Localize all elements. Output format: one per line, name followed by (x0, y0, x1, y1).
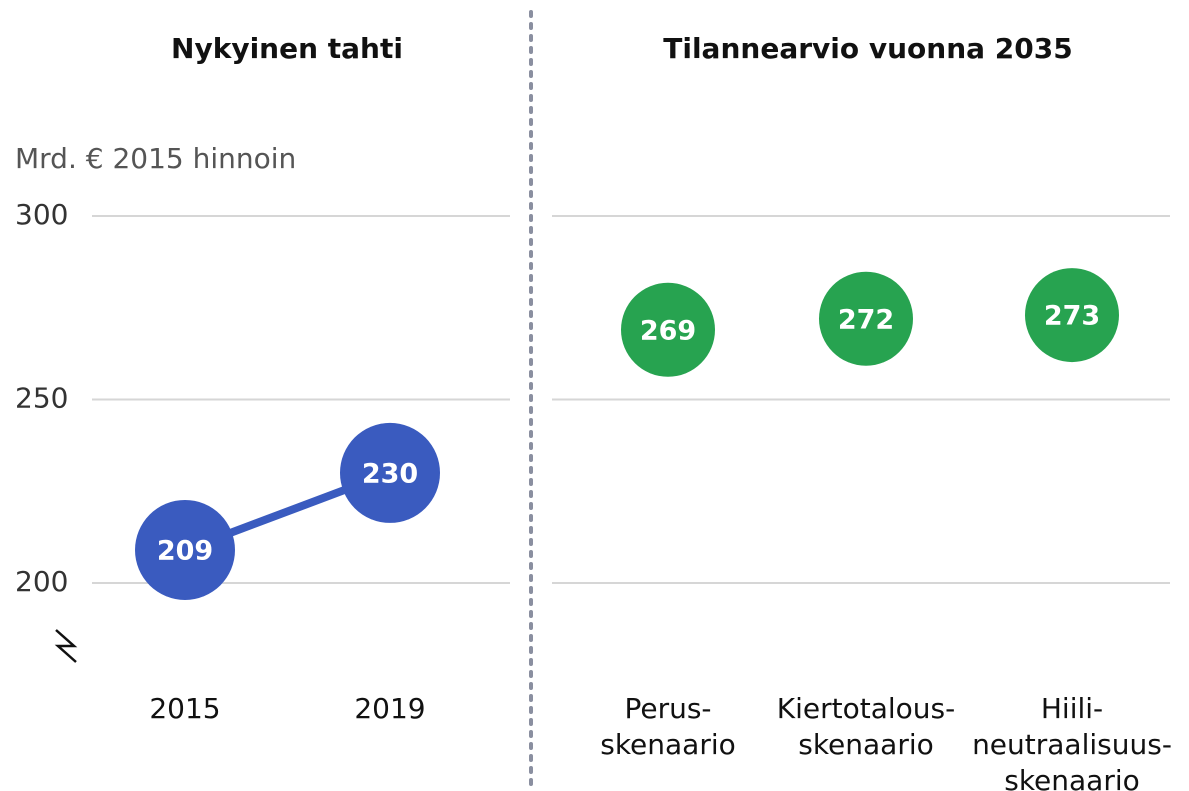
dot (135, 499, 235, 600)
x-tick-label: skenaario (1004, 764, 1140, 791)
x-tick-label: skenaario (798, 728, 934, 761)
x-tick-label: 2019 (354, 692, 425, 725)
x-tick-label: Perus- (624, 692, 711, 725)
panel-title: Nykyinen tahti (171, 32, 403, 65)
dot (340, 422, 440, 523)
x-tick-label: 2015 (149, 692, 220, 725)
value-label: 269 (640, 315, 696, 346)
y-tick-label: 200 (15, 565, 68, 598)
x-tick-label: Kiertotalous- (777, 692, 955, 725)
axis-break (54, 629, 78, 663)
dot (621, 282, 715, 377)
x-tick-label: Hiili- (1041, 692, 1103, 725)
panel-title: Tilannearvio vuonna 2035 (663, 32, 1072, 65)
value-label: 272 (838, 304, 894, 335)
y-axis-label: Mrd. € 2015 hinnoin (15, 142, 296, 175)
value-label: 230 (362, 458, 418, 489)
value-label: 209 (157, 535, 213, 566)
y-tick-label: 250 (15, 382, 68, 415)
x-tick-label: skenaario (600, 728, 736, 761)
value-label: 273 (1044, 301, 1100, 332)
dot (1025, 268, 1119, 363)
dot (819, 271, 913, 366)
y-tick-label: 300 (15, 198, 68, 231)
x-tick-label: neutraalisuus- (972, 728, 1172, 761)
